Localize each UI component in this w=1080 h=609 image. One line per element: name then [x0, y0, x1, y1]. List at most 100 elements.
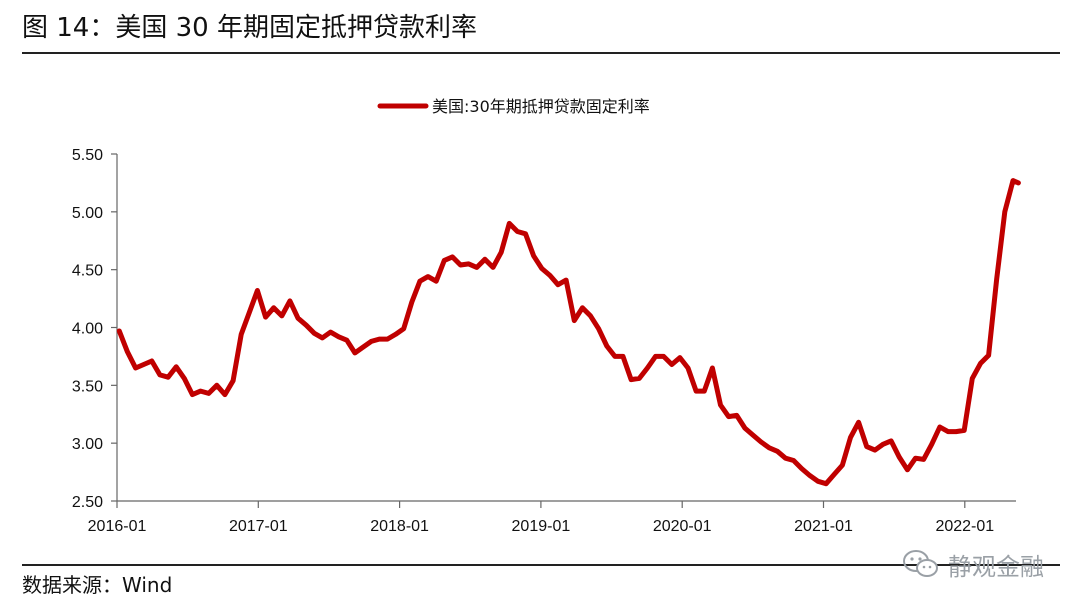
data-point — [645, 365, 650, 371]
data-point — [710, 365, 715, 371]
data-point — [320, 335, 325, 341]
y-tick-label: 3.50 — [72, 378, 103, 395]
series-line — [116, 178, 1021, 487]
data-point — [206, 391, 211, 396]
series-group — [116, 178, 1021, 487]
data-point — [425, 274, 431, 279]
data-point — [304, 323, 309, 328]
data-point — [247, 310, 252, 315]
data-point — [702, 388, 707, 394]
data-point — [369, 339, 374, 344]
data-point — [880, 442, 886, 447]
data-point — [295, 316, 301, 321]
data-point — [401, 326, 406, 331]
data-point — [677, 355, 683, 360]
data-point — [588, 313, 593, 319]
data-point — [628, 377, 634, 382]
data-point — [141, 362, 146, 367]
data-point — [214, 383, 219, 388]
data-point — [726, 414, 731, 419]
x-axis: 2016-01 2017-01 2018-01 2019-01 2020-01 2021-… — [88, 500, 1016, 535]
data-point — [791, 458, 796, 463]
legend-label: 美国:30年期抵押贷款固定利率 — [432, 97, 650, 116]
data-point — [344, 338, 349, 343]
data-point — [848, 435, 853, 440]
y-tick-label: 4.50 — [72, 263, 103, 280]
data-point — [442, 258, 447, 263]
data-point — [531, 253, 536, 258]
data-point — [945, 429, 951, 434]
data-point — [970, 376, 975, 381]
data-point — [507, 221, 512, 226]
data-point — [799, 466, 804, 471]
data-point — [823, 481, 829, 486]
figure-title: 图 14：美国 30 年期固定抵押贷款利率 — [22, 13, 477, 43]
data-point — [612, 354, 618, 359]
data-point — [685, 365, 691, 371]
data-point — [807, 473, 813, 478]
data-point — [336, 334, 341, 339]
data-point — [718, 402, 723, 408]
data-point — [897, 454, 902, 460]
data-point — [117, 328, 122, 334]
data-point — [279, 313, 284, 319]
data-point — [888, 438, 894, 444]
data-point — [499, 250, 504, 255]
data-point — [775, 449, 780, 454]
data-point — [783, 456, 788, 461]
data-point — [133, 365, 138, 371]
data-point — [913, 456, 918, 461]
x-tick-label: 2017-01 — [229, 518, 288, 535]
data-point — [523, 231, 528, 236]
data-point — [450, 254, 455, 260]
data-point — [872, 447, 878, 453]
data-point — [1016, 180, 1021, 186]
data-point — [287, 298, 293, 304]
data-point — [165, 375, 171, 380]
data-point — [482, 257, 488, 262]
data-point — [734, 413, 739, 418]
data-point — [417, 279, 423, 284]
y-tick-label: 5.00 — [72, 205, 103, 222]
data-point — [864, 444, 869, 449]
data-point — [921, 457, 926, 462]
data-point — [572, 318, 577, 323]
data-point — [1010, 178, 1016, 183]
data-point — [693, 388, 699, 394]
data-point — [994, 276, 999, 282]
data-point — [1002, 209, 1007, 214]
data-point — [937, 424, 942, 430]
data-point — [409, 299, 414, 305]
data-point — [149, 358, 154, 364]
y-tick-label: 2.50 — [72, 494, 103, 511]
data-point — [157, 372, 163, 378]
data-point — [198, 388, 203, 394]
data-point — [767, 445, 772, 450]
data-point — [434, 279, 439, 284]
data-point — [661, 354, 666, 359]
source-divider — [22, 564, 1060, 566]
data-point — [239, 332, 244, 337]
data-point — [263, 314, 268, 320]
y-tick-label: 4.00 — [72, 321, 103, 338]
x-tick-label: 2022-01 — [935, 518, 994, 535]
watermark: 静观金融 — [902, 544, 1044, 584]
x-tick-label: 2020-01 — [653, 518, 712, 535]
data-point — [856, 420, 861, 425]
data-point — [905, 467, 910, 472]
data-point — [929, 442, 934, 447]
data-point — [840, 462, 845, 468]
data-point — [393, 332, 398, 337]
data-point — [555, 282, 561, 287]
data-point — [352, 350, 358, 356]
data-point — [385, 336, 390, 342]
y-tick-label: 5.50 — [72, 147, 103, 164]
data-point — [637, 376, 642, 381]
data-point — [174, 364, 179, 369]
data-point — [466, 261, 471, 267]
data-point — [653, 354, 658, 359]
data-point — [360, 345, 366, 350]
data-point — [750, 432, 756, 438]
data-point — [742, 425, 748, 431]
title-divider — [22, 52, 1060, 54]
